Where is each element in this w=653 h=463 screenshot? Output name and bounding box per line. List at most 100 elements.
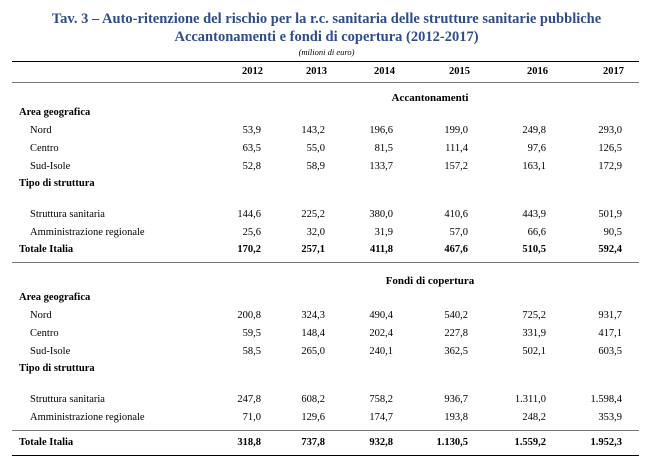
table-cell: 443,9 — [522, 209, 546, 220]
group-label: Tipo di struttura — [19, 178, 95, 189]
row-label: Struttura sanitaria — [30, 209, 105, 220]
year-header-cell: 2017 — [603, 66, 624, 77]
year-header-cell: 2013 — [306, 66, 327, 77]
year-header-cell: 2012 — [242, 66, 263, 77]
table-cell: 133,7 — [369, 161, 393, 172]
table-cell: 417,1 — [598, 328, 622, 339]
table-cell: 410,6 — [444, 209, 468, 220]
table-cell: 174,7 — [369, 412, 393, 423]
table-cell: 170,2 — [237, 244, 261, 255]
table-subtitle: Accantonamenti e fondi di copertura (201… — [174, 29, 479, 45]
table-cell: 324,3 — [301, 310, 325, 321]
row-label: Amministrazione regionale — [30, 412, 145, 423]
table-cell: 936,7 — [444, 394, 468, 405]
table-cell: 157,2 — [444, 161, 468, 172]
table-cell: 53,9 — [242, 125, 261, 136]
table-cell: 257,1 — [301, 244, 325, 255]
table-row: Centro 63,5 55,0 81,5 111,4 97,6 126,5 — [0, 143, 653, 157]
header-rule — [12, 82, 639, 83]
section-title-accantonamenti: Accantonamenti — [391, 92, 469, 104]
pre-total-rule — [12, 430, 639, 431]
table-cell: 1.952,3 — [590, 437, 623, 448]
table-cell: 608,2 — [301, 394, 325, 405]
row-label: Totale Italia — [19, 244, 74, 255]
table-cell: 200,8 — [237, 310, 261, 321]
table-cell: 318,8 — [237, 437, 261, 448]
table-row: Amministrazione regionale 25,6 32,0 31,9… — [0, 227, 653, 241]
table-cell: 603,5 — [598, 346, 622, 357]
table-row: Sud-Isole 52,8 58,9 133,7 157,2 163,1 17… — [0, 161, 653, 175]
table-cell: 293,0 — [598, 125, 622, 136]
row-label: Amministrazione regionale — [30, 227, 145, 238]
table-cell: 510,5 — [522, 244, 546, 255]
table-cell: 1.559,2 — [514, 437, 547, 448]
table-cell: 129,6 — [301, 412, 325, 423]
row-label: Nord — [30, 125, 52, 136]
table-cell: 199,0 — [444, 125, 468, 136]
table-cell: 227,8 — [444, 328, 468, 339]
table-cell: 225,2 — [301, 209, 325, 220]
table-cell: 1.311,0 — [514, 394, 546, 405]
year-header-cell: 2014 — [374, 66, 395, 77]
row-label: Sud-Isole — [30, 346, 71, 357]
table-cell: 502,1 — [522, 346, 546, 357]
table-cell: 90,5 — [603, 227, 622, 238]
table-cell: 52,8 — [242, 161, 261, 172]
table-cell: 411,8 — [369, 244, 393, 255]
table-cell: 143,2 — [301, 125, 325, 136]
table-cell: 931,7 — [598, 310, 622, 321]
year-header-cell: 2016 — [527, 66, 548, 77]
table-cell: 362,5 — [444, 346, 468, 357]
table-row: Nord 200,8 324,3 490,4 540,2 725,2 931,7 — [0, 310, 653, 324]
table-row: Struttura sanitaria 247,8 608,2 758,2 93… — [0, 394, 653, 408]
row-label: Nord — [30, 310, 52, 321]
row-label: Centro — [30, 328, 59, 339]
table-row: Struttura sanitaria 144,6 225,2 380,0 41… — [0, 209, 653, 223]
table-cell: 97,6 — [527, 143, 546, 154]
top-rule — [12, 61, 639, 62]
table-row: Tipo di struttura — [0, 178, 653, 192]
table-cell: 63,5 — [242, 143, 261, 154]
table-cell: 240,1 — [369, 346, 393, 357]
table-title: Tav. 3 – Auto-ritenzione del rischio per… — [51, 11, 602, 27]
table-cell: 111,4 — [445, 143, 468, 154]
table-cell: 31,9 — [374, 227, 393, 238]
table-row: Tipo di struttura — [0, 363, 653, 377]
table-cell: 193,8 — [444, 412, 468, 423]
table-row: Nord 53,9 143,2 196,6 199,0 249,8 293,0 — [0, 125, 653, 139]
group-label: Area geografica — [19, 107, 91, 118]
row-label: Struttura sanitaria — [30, 394, 105, 405]
table-cell: 126,5 — [598, 143, 622, 154]
table-cell: 172,9 — [598, 161, 622, 172]
table-cell: 58,9 — [306, 161, 325, 172]
unit-note: (milioni di euro) — [298, 47, 355, 57]
table-cell: 725,2 — [522, 310, 546, 321]
table-cell: 592,4 — [598, 244, 622, 255]
group-label: Area geografica — [19, 292, 91, 303]
table-cell: 265,0 — [301, 346, 325, 357]
row-label: Centro — [30, 143, 59, 154]
table-cell: 196,6 — [369, 125, 393, 136]
table-row: Area geografica — [0, 107, 653, 121]
total-row: Totale Italia 318,8 737,8 932,8 1.130,5 … — [0, 437, 653, 451]
table-cell: 25,6 — [242, 227, 261, 238]
table-cell: 758,2 — [369, 394, 393, 405]
table-cell: 66,6 — [527, 227, 546, 238]
year-header-cell: 2015 — [449, 66, 470, 77]
table-cell: 353,9 — [598, 412, 622, 423]
table-row: Sud-Isole 58,5 265,0 240,1 362,5 502,1 6… — [0, 346, 653, 360]
total-row: Totale Italia 170,2 257,1 411,8 467,6 51… — [0, 244, 653, 258]
bottom-rule — [12, 455, 639, 456]
table-cell: 248,2 — [522, 412, 546, 423]
row-label: Totale Italia — [19, 437, 74, 448]
section-title-fondi: Fondi di copertura — [385, 275, 475, 287]
table-cell: 163,1 — [522, 161, 546, 172]
table-cell: 71,0 — [242, 412, 261, 423]
table-cell: 59,5 — [242, 328, 261, 339]
table-cell: 32,0 — [306, 227, 325, 238]
table-cell: 144,6 — [237, 209, 261, 220]
table-cell: 81,5 — [374, 143, 393, 154]
table-row: Area geografica — [0, 292, 653, 306]
table-cell: 331,9 — [522, 328, 546, 339]
table-cell: 148,4 — [301, 328, 325, 339]
